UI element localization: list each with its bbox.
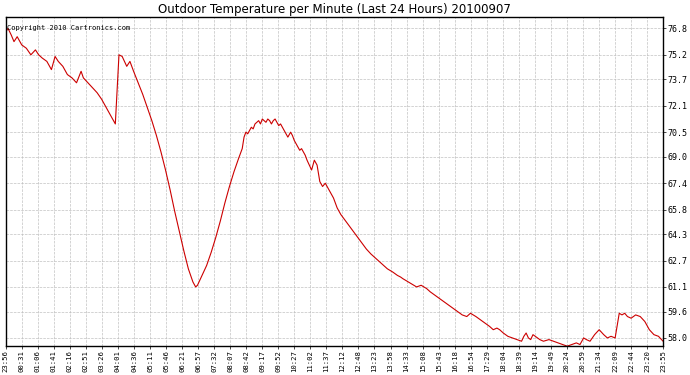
Title: Outdoor Temperature per Minute (Last 24 Hours) 20100907: Outdoor Temperature per Minute (Last 24 …: [158, 3, 511, 16]
Text: Copyright 2010 Cartronics.com: Copyright 2010 Cartronics.com: [7, 25, 130, 31]
